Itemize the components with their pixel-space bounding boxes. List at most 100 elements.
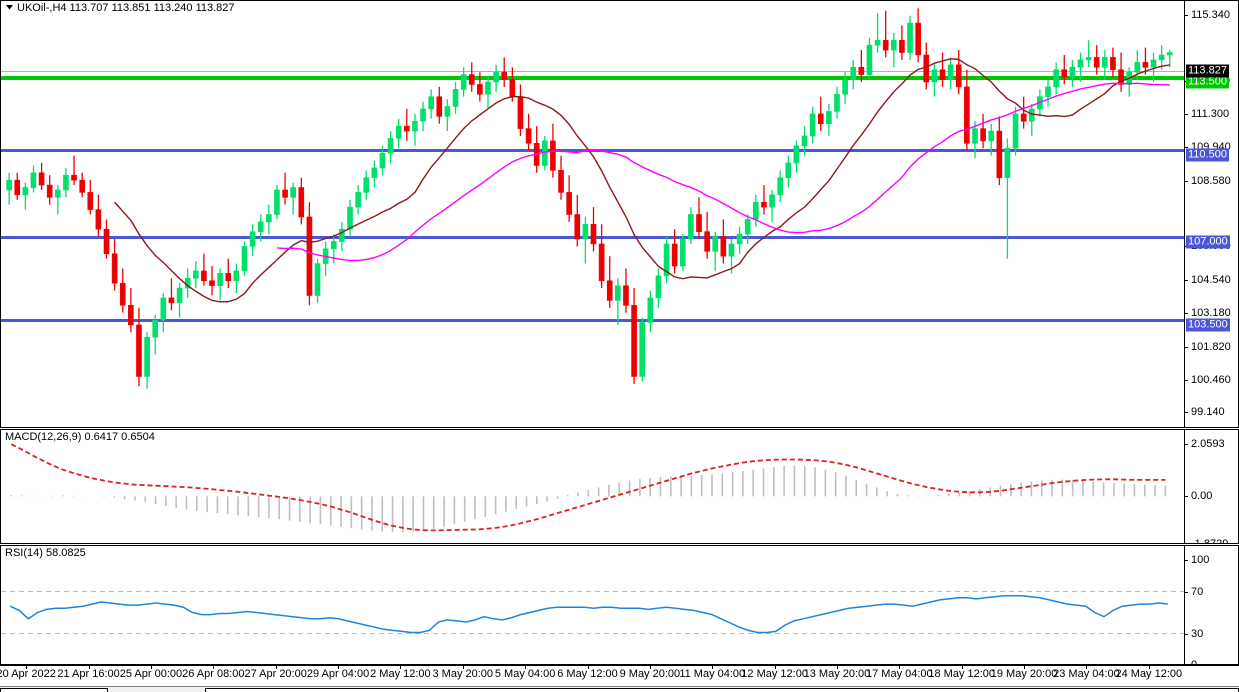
candlestick: [1004, 138, 1011, 259]
time-tick-mark: [836, 666, 838, 669]
candlestick: [809, 106, 816, 144]
macd-scale[interactable]: 2.0593 0.00 -1.8729: [1184, 430, 1238, 543]
candlestick: [144, 332, 150, 389]
candlestick: [728, 239, 735, 274]
candlestick: [322, 241, 329, 276]
candlestick: [387, 131, 394, 163]
candlestick: [947, 57, 954, 90]
candlestick: [6, 172, 12, 205]
candlestick: [761, 185, 767, 215]
candlestick: [777, 170, 783, 203]
rsi-panel[interactable]: RSI(14) 58.0825 100 70 30 0: [0, 545, 1239, 665]
level-price-badge[interactable]: 110.500: [1186, 148, 1229, 162]
time-axis-label: 5 May 04:00: [494, 668, 556, 680]
candlestick: [566, 175, 572, 222]
time-tick-mark: [150, 666, 152, 669]
candlestick: [1110, 47, 1116, 78]
price-tick: 100.460: [1185, 374, 1231, 386]
chevron-down-icon[interactable]: [5, 2, 14, 14]
chart-tab-2[interactable]: [205, 688, 1239, 692]
candlestick: [615, 278, 621, 325]
chart-tab-1[interactable]: [0, 688, 108, 692]
candlestick: [233, 263, 240, 294]
bid-price-line: [1, 71, 1186, 72]
candlestick: [485, 77, 491, 109]
time-tick-mark: [649, 666, 651, 669]
candlestick: [282, 172, 288, 205]
candlestick: [257, 214, 264, 242]
rsi-tick: 30: [1185, 628, 1203, 640]
level-price-badge[interactable]: 113.500: [1186, 75, 1229, 89]
candlestick: [54, 185, 61, 215]
candlestick: [1061, 54, 1068, 85]
candlestick: [704, 212, 710, 259]
time-tick-mark: [26, 666, 28, 669]
candlestick: [736, 226, 743, 254]
time-axis[interactable]: 20 Apr 2022 21 Apr 16:00 25 Apr 00:00 26 Ap…: [0, 665, 1239, 683]
level-line-113-500[interactable]: [1, 76, 1186, 80]
rsi-tick: 0: [1185, 659, 1197, 664]
price-tick: 108.580: [1185, 175, 1231, 187]
candlestick: [314, 258, 321, 303]
macd-signal-line: [10, 443, 1166, 532]
level-price-badge[interactable]: 107.000: [1186, 235, 1230, 249]
candlestick: [874, 13, 881, 53]
candlestick: [720, 219, 727, 264]
time-tick-mark: [1086, 666, 1088, 669]
candlestick: [192, 261, 199, 289]
candlestick: [533, 126, 540, 173]
time-tick-mark: [712, 666, 714, 669]
candlestick: [679, 234, 686, 271]
macd-tick: 2.0593: [1185, 438, 1225, 450]
price-plot: [6, 8, 1173, 389]
time-axis-label: 29 Apr 04:00: [306, 668, 370, 680]
candlestick: [347, 199, 353, 237]
candlestick: [899, 25, 905, 60]
candlestick: [136, 307, 142, 387]
time-axis-label: 12 May 12:00: [741, 668, 808, 680]
candlestick: [152, 315, 159, 355]
time-axis-label: 18 May 12:00: [928, 668, 996, 680]
time-tick-mark: [587, 666, 589, 669]
time-axis-label: 25 Apr 00:00: [119, 668, 183, 680]
time-axis-label: 17 May 04:00: [866, 668, 933, 680]
candlestick: [1045, 79, 1051, 107]
candlestick: [395, 118, 402, 149]
time-axis-label: 23 May 04:00: [1053, 668, 1120, 680]
price-tick: 104.540: [1185, 274, 1231, 286]
price-scale[interactable]: 115.340112.660111.300109.940108.580105.9…: [1184, 1, 1238, 427]
candlestick: [63, 167, 69, 198]
candlestick: [298, 177, 305, 225]
price-tick: 99.140: [1185, 406, 1225, 418]
candlestick: [87, 180, 94, 215]
candlestick: [866, 37, 873, 80]
candlestick: [111, 239, 118, 291]
rsi-scale[interactable]: 100 70 30 0: [1184, 546, 1238, 664]
time-tick-mark: [462, 666, 464, 669]
rsi-label: RSI(14) 58.0825: [5, 547, 86, 559]
candlestick: [801, 126, 808, 156]
candlestick: [769, 189, 775, 222]
time-axis-label: 6 May 12:00: [557, 668, 618, 680]
level-line-103-500[interactable]: [1, 319, 1186, 322]
candlestick: [1085, 40, 1092, 68]
time-axis-label: 2 May 12:00: [370, 668, 431, 680]
candlestick: [501, 57, 508, 87]
price-tick: 101.820: [1185, 341, 1231, 353]
price-chart-panel[interactable]: UKOil-,H4 113.707 113.851 113.240 113.82…: [0, 0, 1239, 428]
candlestick: [119, 268, 126, 313]
candlestick: [477, 72, 483, 102]
candlestick: [290, 182, 297, 215]
macd-panel[interactable]: MACD(12,26,9) 0.6417 0.6504 2.0593 0.00 -1…: [0, 429, 1239, 544]
candlestick: [22, 182, 29, 210]
candlestick: [858, 50, 865, 82]
candlestick: [834, 86, 840, 119]
candlestick: [915, 8, 921, 63]
time-axis-label: 3 May 20:00: [432, 668, 494, 680]
candlestick: [404, 108, 410, 141]
macd-plot: [10, 443, 1167, 532]
level-price-badge[interactable]: 103.500: [1186, 318, 1230, 332]
candlestick: [688, 207, 694, 244]
candlestick: [241, 241, 248, 276]
